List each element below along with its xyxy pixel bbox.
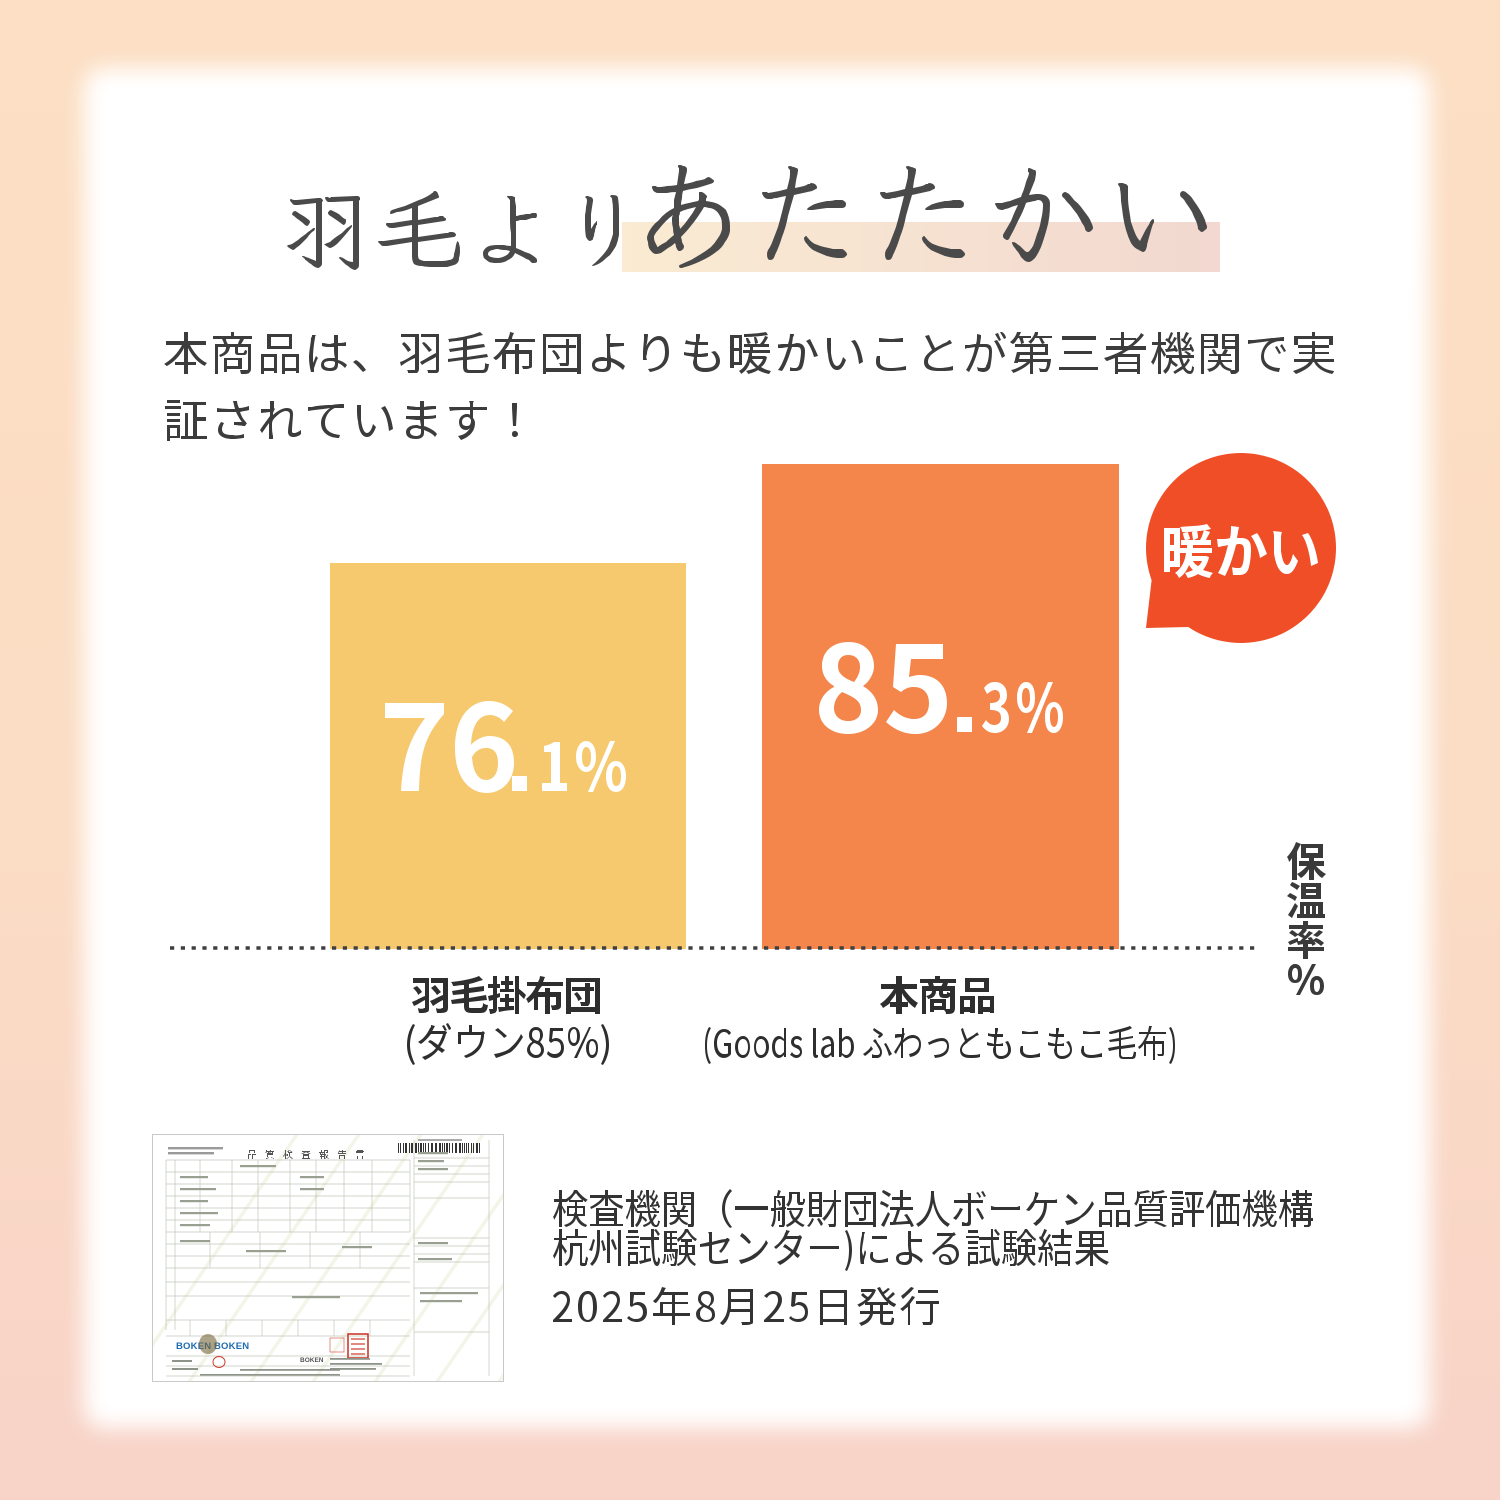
svg-text:BOKEN: BOKEN xyxy=(300,1357,324,1364)
svg-text:BOKEN: BOKEN xyxy=(214,1341,249,1352)
svg-text:BOKEN: BOKEN xyxy=(176,1341,211,1352)
